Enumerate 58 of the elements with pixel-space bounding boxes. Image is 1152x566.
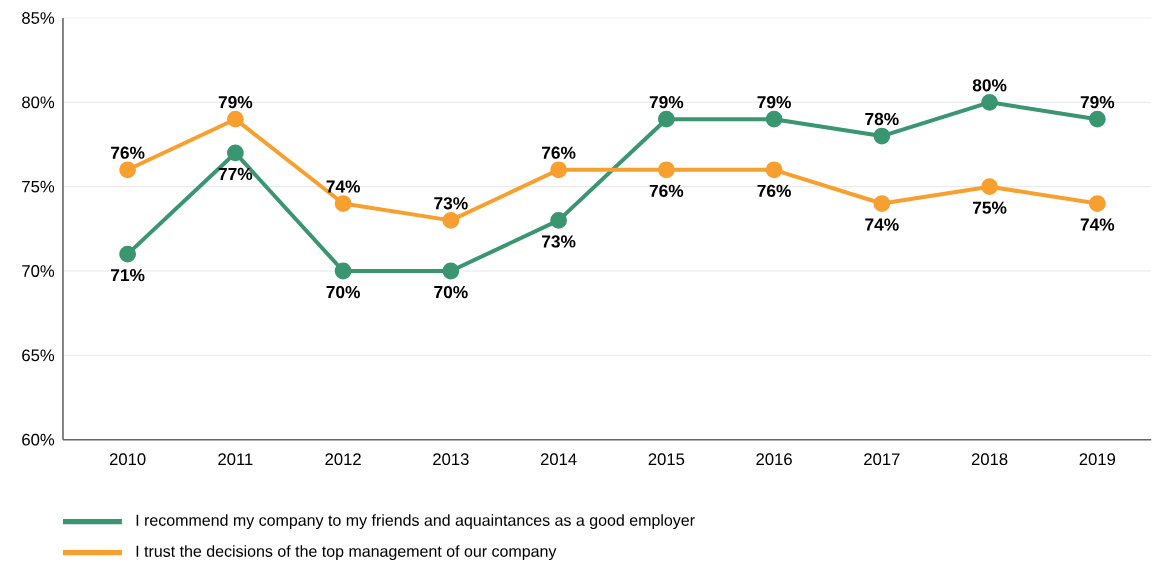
- legend-label: I trust the decisions of the top management of our company: [136, 545, 557, 561]
- data-label: 79%: [218, 96, 253, 109]
- point: [873, 195, 891, 213]
- x-tick-label: 2016: [756, 453, 792, 466]
- data-label: 76%: [542, 146, 576, 160]
- x-tick-label: 2014: [540, 453, 577, 466]
- x-tick-label: 2017: [864, 453, 900, 466]
- data-label: 79%: [1080, 96, 1115, 109]
- legend-label: I recommend my company to my friends and aquaintances as a good employer: [136, 514, 695, 530]
- data-label: 74%: [865, 218, 899, 231]
- point: [119, 161, 137, 179]
- data-label: 74%: [326, 180, 360, 193]
- y-tick-label: 85%: [22, 12, 55, 25]
- data-label: 75%: [973, 201, 1007, 215]
- data-label: 74%: [1080, 218, 1115, 231]
- point: [657, 111, 675, 128]
- data-label: 76%: [757, 184, 791, 198]
- x-tick-label: 2010: [109, 453, 146, 466]
- point: [981, 178, 998, 196]
- point: [226, 111, 244, 128]
- data-label: 78%: [865, 113, 899, 126]
- point: [334, 195, 352, 213]
- x-tick-label: 2018: [971, 453, 1008, 466]
- point: [119, 245, 137, 263]
- data-label: 79%: [649, 96, 684, 109]
- y-tick-label: 80%: [22, 96, 55, 109]
- data-label: 71%: [111, 269, 145, 282]
- point: [657, 161, 675, 179]
- data-label: 70%: [434, 286, 468, 299]
- point: [981, 94, 998, 111]
- data-label: 80%: [972, 79, 1007, 92]
- data-label: 76%: [649, 184, 684, 198]
- x-tick-label: 2011: [218, 453, 253, 466]
- point: [334, 262, 352, 280]
- y-tick-label: 75%: [22, 181, 55, 193]
- data-label: 76%: [111, 146, 145, 160]
- point: [442, 262, 460, 280]
- x-tick-label: 2013: [433, 453, 469, 466]
- data-label: 77%: [218, 168, 253, 181]
- y-tick-label: 65%: [22, 349, 55, 362]
- point: [442, 212, 460, 229]
- x-tick-label: 2015: [648, 453, 685, 466]
- data-label: 73%: [434, 197, 468, 210]
- data-label: 79%: [757, 96, 791, 109]
- y-tick-label: 60%: [22, 434, 55, 446]
- y-tick-label: 70%: [22, 265, 55, 278]
- x-tick-label: 2012: [325, 453, 361, 466]
- point: [226, 144, 244, 162]
- data-label: 73%: [542, 235, 576, 248]
- point: [1088, 195, 1106, 213]
- point: [550, 212, 567, 229]
- point: [765, 111, 783, 128]
- point: [550, 161, 567, 179]
- point: [1088, 111, 1106, 128]
- x-tick-label: 2019: [1079, 453, 1116, 466]
- point: [765, 161, 783, 179]
- data-label: 70%: [326, 286, 360, 299]
- point: [873, 127, 891, 145]
